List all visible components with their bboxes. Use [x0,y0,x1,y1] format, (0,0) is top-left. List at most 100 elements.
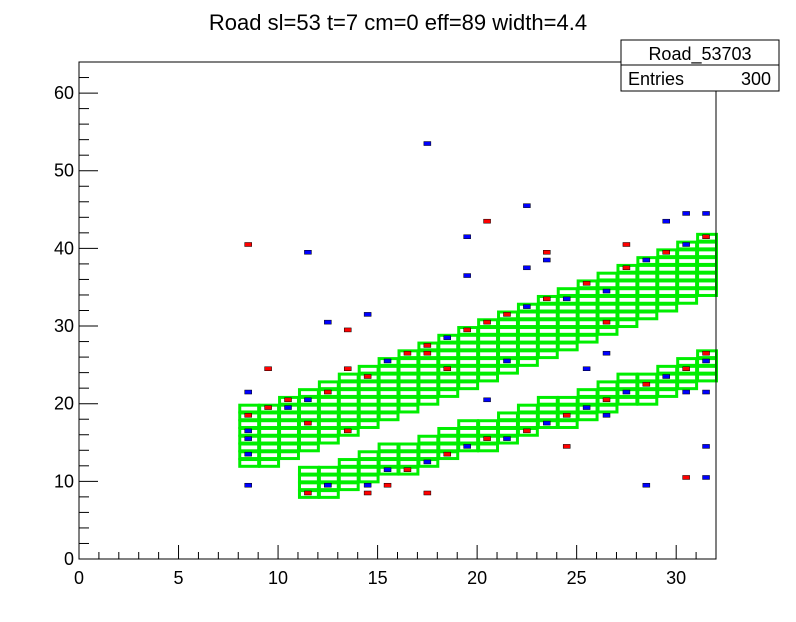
chart-title: Road sl=53 t=7 cm=0 eff=89 width=4.4 [209,10,587,35]
hit-blue [662,218,670,224]
hit-blue [662,374,670,379]
hit-red [702,350,710,356]
hit-blue [523,265,531,271]
road-boxes [238,232,718,499]
hit-blue [244,436,252,441]
hit-blue [682,211,690,216]
hit-red [403,350,412,356]
stats-box: Road_53703 Entries 300 [620,39,780,92]
hit-red [244,413,252,418]
hit-blue [304,397,312,403]
hit-red [324,389,332,395]
hit-red [503,312,511,317]
hit-red [642,382,651,387]
hit-red [363,490,372,496]
hit-blue [463,273,471,278]
y-tick-labels: 0 10 20 30 40 50 60 [54,83,74,569]
hit-blue [582,366,591,371]
hit-red [602,319,611,325]
hit-red [423,350,432,356]
hit-blue [463,234,471,239]
hit-blue [244,482,252,488]
hit-blue [682,389,690,395]
hit-blue [324,482,332,488]
hit-blue [503,436,511,441]
hit-red [662,250,670,255]
hit-red [264,405,272,410]
hit-red [483,218,491,224]
hit-blue [642,482,651,488]
hit-red [622,242,631,247]
hit-blue [503,358,511,364]
hit-blue [523,304,531,309]
hit-red [483,319,491,325]
x-tick-label: 25 [567,568,587,588]
hit-blue [363,482,372,488]
x-tick-label: 15 [368,568,388,588]
hit-red [463,327,471,333]
hit-red [562,413,571,418]
hit-blue [602,288,611,294]
hit-blue [582,405,591,410]
hit-red [383,482,392,488]
hit-blue [244,389,252,395]
hit-red [702,234,710,239]
hit-red [343,366,352,371]
hit-blue [622,389,631,395]
hit-red [304,490,312,496]
y-tick-label: 10 [54,471,74,491]
y-tick-label: 0 [64,549,74,569]
hit-blue [543,257,551,263]
hit-blue [383,467,392,472]
hit-red [284,397,292,403]
hit-blue [483,397,491,403]
hit-blue [682,242,690,247]
hit-blue [602,413,611,418]
hit-red [582,281,591,286]
plot-frame [78,61,717,560]
hit-blue [383,358,392,364]
hit-red [443,451,452,457]
stats-entries-value: 300 [741,69,771,89]
hit-red [343,327,352,333]
y-tick-label: 40 [54,238,74,258]
y-tick-label: 60 [54,83,74,103]
stats-box-name: Road_53703 [648,44,751,65]
hit-red [343,428,352,434]
hit-blue [562,296,571,302]
hit-blue [702,211,710,216]
x-tick-label: 30 [666,568,686,588]
hit-blue [702,475,710,480]
y-tick-label: 30 [54,316,74,336]
hit-red [423,490,432,496]
hit-red [682,475,690,480]
x-tick-label: 0 [74,568,84,588]
hit-red [523,428,531,434]
hit-red [543,296,551,302]
hit-blue [363,312,372,317]
hit-blue [642,257,651,263]
hit-blue [463,444,471,449]
hit-blue [702,389,710,395]
hit-red [622,265,631,271]
hit-blue [324,319,332,325]
x-tick-labels: 0 5 10 15 20 25 30 [74,568,686,588]
hit-red [483,436,491,441]
y-tick-label: 50 [54,161,74,181]
hit-blue [543,420,551,426]
hit-blue [602,350,611,356]
hit-blue [443,335,452,340]
x-tick-label: 5 [174,568,184,588]
hit-red [244,242,252,247]
hit-blue [702,444,710,449]
stats-entries-label: Entries [628,69,684,89]
hit-blue [284,405,292,410]
hit-red [443,366,452,371]
hit-red [543,250,551,255]
hit-red [602,397,611,403]
hit-markers [244,141,710,496]
hit-blue [244,451,252,457]
hit-blue [523,203,531,208]
hit-blue [702,358,710,364]
